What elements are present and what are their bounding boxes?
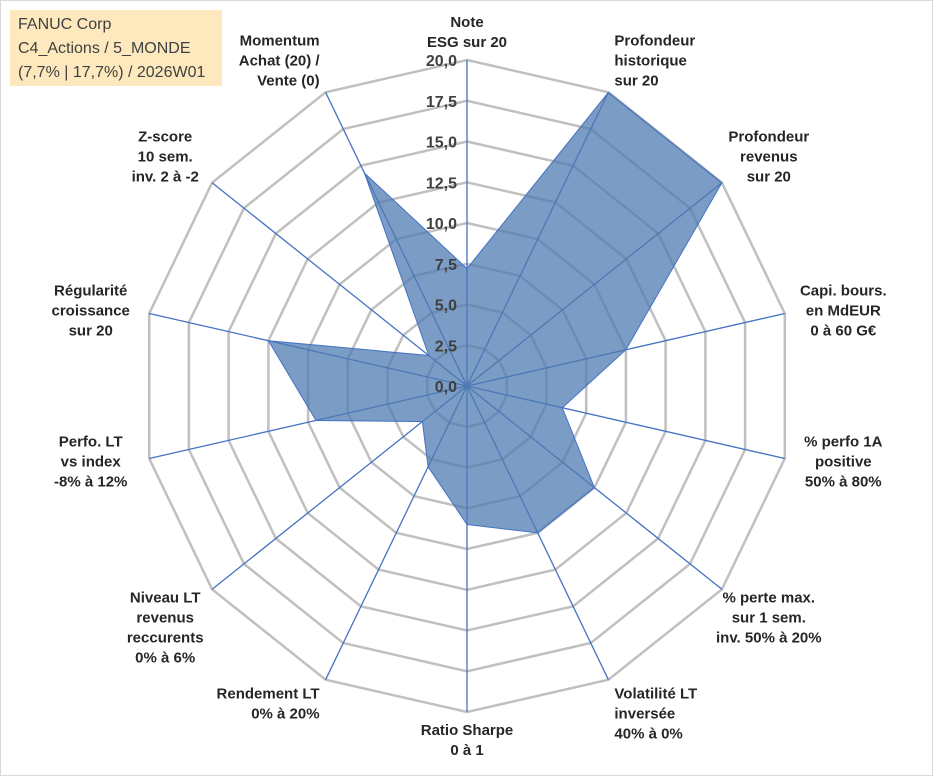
axis-label: Ratio Sharpe 0 à 1 [421, 722, 514, 759]
radar-tick-labels: 0,0 2,5 5,0 7,5 10,0 12,5 15,0 17,5 20,0 [426, 53, 457, 396]
tick-label: 10,0 [426, 216, 457, 233]
tick-label: 15,0 [426, 135, 457, 152]
axis-label: Z-score 10 sem. inv. 2 à -2 [132, 128, 199, 185]
series-area [267, 91, 723, 534]
radar-axis-labels: Note ESG sur 20 Profondeur historique sur 20… [52, 14, 887, 759]
axis-label: Profondeur historique sur 20 [614, 32, 695, 89]
company-name: FANUC Corp [18, 16, 112, 33]
axis-label: Volatilité LT inversée 40% à 0% [614, 686, 697, 743]
tick-label: 0,0 [435, 379, 457, 396]
axis-label: % perfo 1A positive 50% à 80% [804, 434, 883, 491]
tick-label: 12,5 [426, 175, 457, 192]
axis-label: Perfo. LT vs index -8% à 12% [54, 434, 127, 491]
axis-label: Momentum Achat (20) / Vente (0) [239, 32, 321, 89]
period-info: (7,7% | 17,7%) / 2026W01 [18, 64, 206, 81]
radar-series [267, 91, 723, 534]
info-box: FANUC Corp C4_Actions / 5_MONDE (7,7% | … [10, 10, 222, 86]
tick-label: 2,5 [435, 338, 457, 355]
tick-label: 20,0 [426, 53, 457, 70]
tick-label: 5,0 [435, 298, 457, 315]
category-path: C4_Actions / 5_MONDE [18, 40, 191, 57]
axis-label: Profondeur revenus sur 20 [728, 128, 809, 185]
tick-label: 7,5 [435, 257, 457, 274]
radar-spoke [211, 182, 468, 387]
axis-label: % perte max. sur 1 sem. inv. 50% à 20% [716, 590, 822, 647]
axis-label: Niveau LT revenus reccurents 0% à 6% [127, 590, 204, 667]
axis-label: Rendement LT 0% à 20% [217, 686, 320, 723]
axis-label: Régularité croissance sur 20 [52, 282, 130, 339]
axis-label: Note ESG sur 20 [427, 14, 507, 51]
tick-label: 17,5 [426, 94, 457, 111]
axis-label: Capi. bours. en MdEUR 0 à 60 G€ [800, 282, 887, 339]
